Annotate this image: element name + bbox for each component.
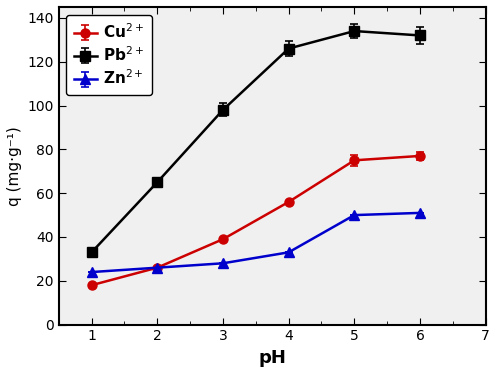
Y-axis label: q (mg·g⁻¹): q (mg·g⁻¹) [7, 126, 22, 206]
Legend: Cu$^{2+}$, Pb$^{2+}$, Zn$^{2+}$: Cu$^{2+}$, Pb$^{2+}$, Zn$^{2+}$ [67, 15, 152, 95]
X-axis label: pH: pH [258, 349, 286, 367]
